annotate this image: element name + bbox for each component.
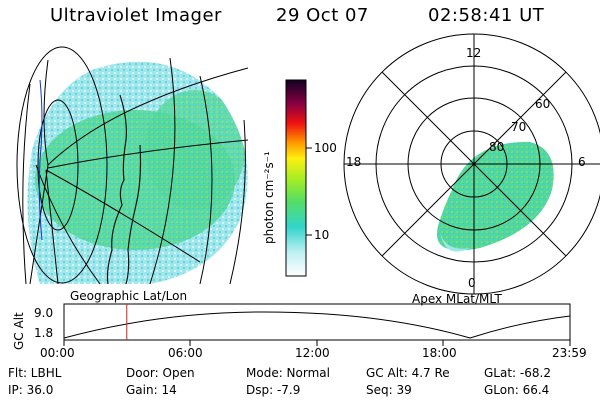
- instrument-title: Ultraviolet Imager: [50, 5, 222, 26]
- dsp-info: Dsp: -7.9: [246, 383, 301, 397]
- mode-info: Mode: Normal: [246, 366, 330, 380]
- mlt-label-12: 12: [466, 46, 482, 60]
- mlt-label-6: 6: [578, 155, 586, 169]
- geo-caption: Geographic Lat/Lon: [70, 289, 188, 303]
- date-label: 29 Oct 07: [276, 5, 369, 26]
- polar-caption: Apex MLat/MLT: [412, 292, 502, 306]
- colorbar-tick-100: 100: [314, 141, 337, 155]
- glat-info: GLat: -68.2: [484, 366, 551, 380]
- time-label: 02:58:41 UT: [428, 5, 545, 26]
- altitude-xtick-1200: 12:00: [295, 346, 330, 360]
- ip-info: IP: 36.0: [8, 383, 54, 397]
- seq-info: Seq: 39: [366, 383, 412, 397]
- altitude-xtick-0000: 00:00: [40, 346, 75, 360]
- door-info: Door: Open: [126, 366, 195, 380]
- altitude-xtick-0600: 06:00: [168, 346, 203, 360]
- lat-label-70: 70: [511, 120, 527, 134]
- gc-alt-info: GC Alt: 4.7 Re: [366, 366, 450, 380]
- altitude-xtick-1800: 18:00: [422, 346, 457, 360]
- lat-label-80: 80: [489, 140, 505, 154]
- colorbar-tick-10: 10: [314, 228, 330, 242]
- filter-info: Flt: LBHL: [8, 366, 62, 380]
- lat-label-60: 60: [535, 97, 551, 111]
- gain-info: Gain: 14: [126, 383, 177, 397]
- mlt-label-18: 18: [346, 155, 362, 169]
- altitude-ylabel: GC Alt: [12, 312, 26, 350]
- altitude-ytick-low: 1.8: [34, 326, 54, 340]
- altitude-xtick-2359: 23:59: [552, 346, 587, 360]
- mlt-label-0: 0: [468, 276, 476, 290]
- altitude-ytick-high: 9.0: [34, 306, 54, 320]
- glon-info: GLon: 66.4: [484, 383, 550, 397]
